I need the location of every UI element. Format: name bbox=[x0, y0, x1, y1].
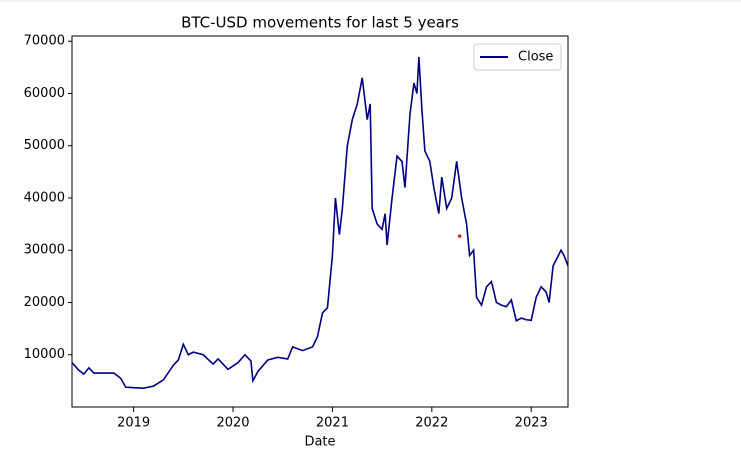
y-tick-label: 50000 bbox=[24, 138, 65, 153]
y-tick-label: 70000 bbox=[24, 34, 65, 49]
x-tick-label: 2020 bbox=[216, 416, 249, 431]
marker-point bbox=[457, 234, 462, 238]
y-tick-label: 10000 bbox=[24, 347, 65, 362]
x-tick-label: 2019 bbox=[117, 416, 150, 431]
y-tick-label: 40000 bbox=[24, 190, 65, 205]
legend: Close bbox=[473, 43, 562, 71]
x-tick-label: 2021 bbox=[316, 416, 349, 431]
y-tick-label: 20000 bbox=[24, 295, 65, 310]
x-tick-label: 2023 bbox=[515, 416, 548, 431]
y-tick-label: 60000 bbox=[24, 86, 65, 101]
y-tick-label: 30000 bbox=[24, 243, 65, 258]
x-axis-label: Date bbox=[304, 435, 335, 450]
line-series bbox=[71, 56, 569, 389]
legend-box bbox=[473, 43, 562, 71]
plot-frame bbox=[71, 35, 569, 408]
chart-title: BTC-USD movements for last 5 years bbox=[181, 14, 459, 32]
x-tick-label: 2022 bbox=[415, 416, 448, 431]
legend-label: Close bbox=[518, 50, 553, 65]
